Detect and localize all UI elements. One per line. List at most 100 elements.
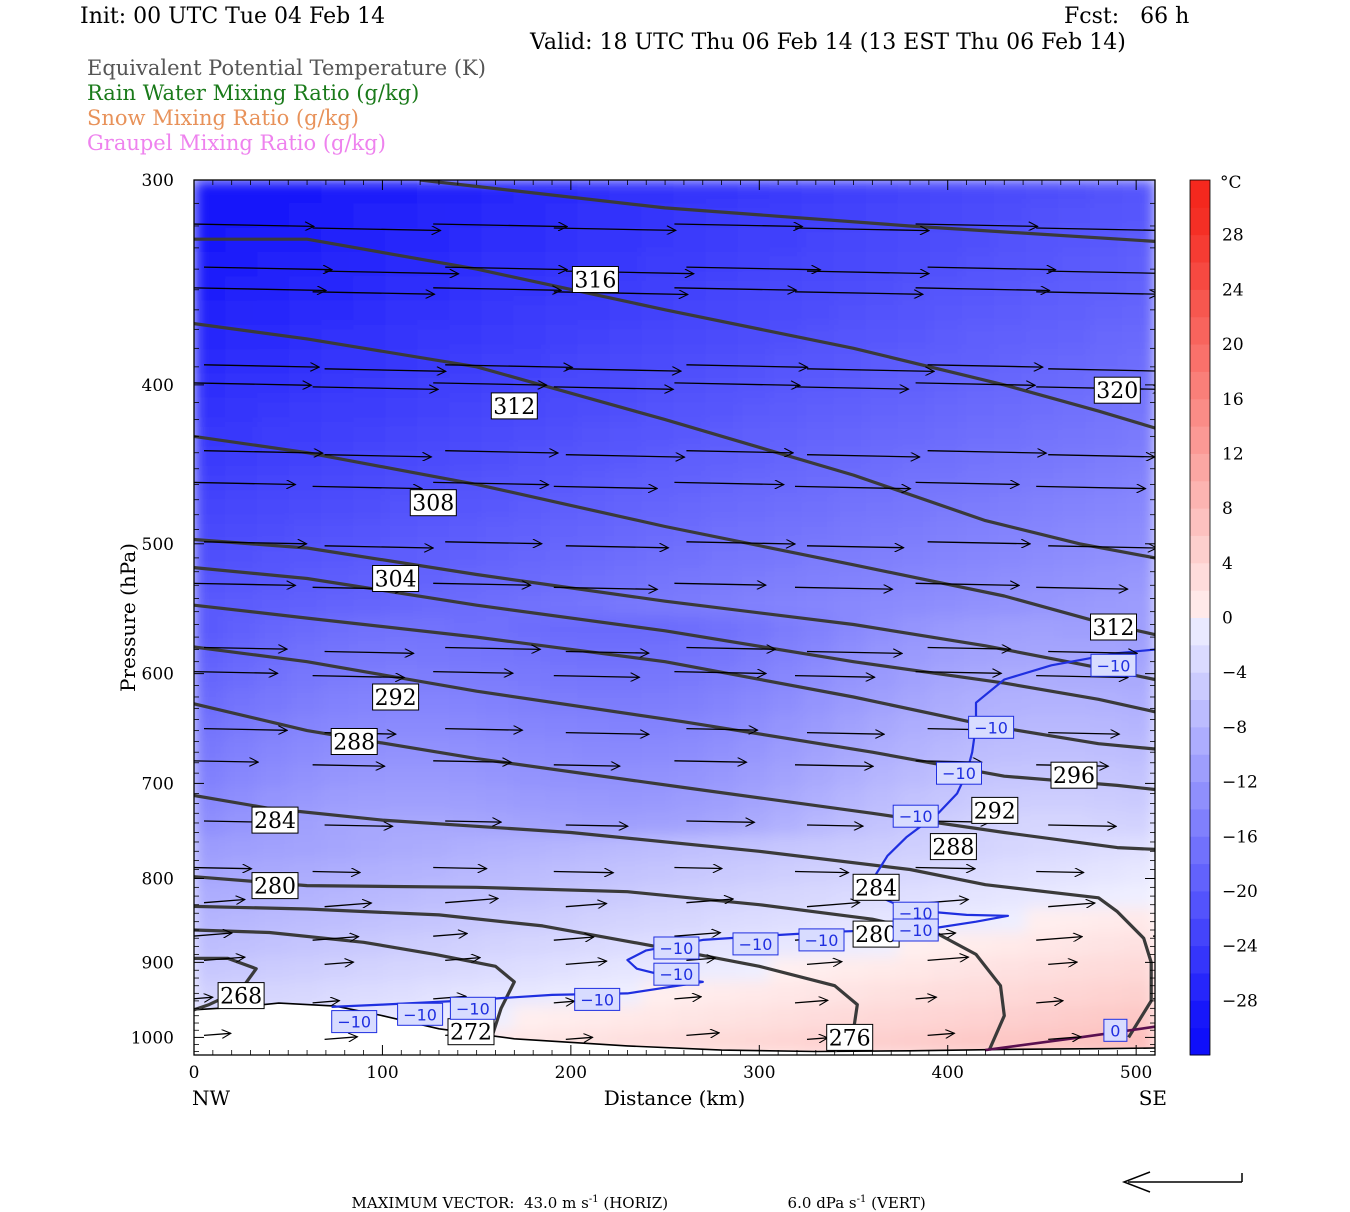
horiz-tag: (HORIZ) [603,1194,669,1212]
shade-cell [929,373,964,400]
shade-cell [321,276,356,303]
shade-cell [1057,349,1092,376]
shade-cell [321,956,356,984]
wind-vector [794,872,849,873]
shade-cell [609,713,644,741]
shade-cell [449,640,484,668]
shade-cell [449,519,484,546]
wind-vector [674,288,796,290]
isotherm-label: −10 [942,764,976,783]
wind-vector [927,451,1047,453]
colorbar-tick-label: 8 [1222,499,1233,519]
shade-cell [737,908,772,935]
shade-cell [737,859,772,886]
shade-cell [833,227,868,254]
theta-e-line-316 [194,237,1155,430]
wind-vector [445,451,558,453]
shade-cell [1025,1005,1060,1032]
vert-tag: (VERT) [871,1194,926,1212]
shade-cell [1057,227,1092,254]
wind-vector [553,228,676,230]
shade-cell [801,180,836,206]
shade-cell [897,519,932,546]
theta-e-label-box [1050,761,1098,789]
shade-cell [705,689,740,716]
shade-cell [194,835,228,862]
shade-cell [929,543,964,570]
wind-vector [445,365,572,368]
shade-cell [1057,494,1092,522]
theta-e-label: 280 [855,923,897,948]
shade-cell [1025,397,1060,425]
shade-cell [481,300,516,327]
wind-vector [565,369,681,371]
shade-cell [577,786,612,813]
wind-vector [194,583,296,585]
shade-cell [481,859,516,886]
theta-e-label: 316 [574,269,616,294]
shade-cell [769,738,804,765]
shade-cell [545,956,580,984]
wind-vector [324,962,354,964]
shade-cell [609,519,644,546]
colorbar-bin [1190,289,1210,318]
vert-unit: dPa s [816,1194,857,1212]
shade-cell [194,640,228,668]
wind-vector [674,761,746,762]
shade-cell [609,738,644,765]
shade-cell [961,422,996,449]
shade-cell [1025,446,1060,473]
shade-cell [1025,567,1060,595]
colorbar-bin [1190,644,1210,673]
shade-cell [1025,543,1060,570]
shade-cell [705,640,740,668]
wind-vector [203,900,245,903]
shade-cell [1057,1005,1092,1032]
theta-e-label: 304 [375,568,417,593]
shade-cell [769,397,804,425]
theta-e-label-box [1090,613,1137,641]
shade-cell [641,592,676,619]
wind-vector [1036,228,1155,231]
shade-cell [961,738,996,765]
shade-cell [929,981,964,1008]
wind-vector [203,957,245,960]
shade-cell [961,397,996,425]
shade-cell [513,689,548,716]
shade-cell [609,543,644,570]
wind-vector [794,486,910,488]
colorbar-tick-label: −4 [1222,663,1247,683]
wind-vector [203,451,323,453]
shade-cell [833,300,868,327]
shade-cell [225,373,260,400]
shade-cell [1025,810,1060,838]
shade-cell [481,640,516,668]
shade-cell [481,665,516,692]
shade-cell [321,762,356,789]
shade-cell [1025,494,1060,522]
theta-e-line-300 [194,566,1155,714]
shade-cell [225,494,260,522]
shade-cell [481,324,516,352]
theta-e-label: 288 [932,836,974,861]
colorbar-tick-label: −12 [1222,773,1258,793]
wind-vector [915,482,1019,484]
wind-vector [794,676,875,678]
wind-vector [794,1000,828,1003]
shade-cell [865,276,900,303]
shade-cell [513,251,548,279]
horiz-unit: m s [562,1194,589,1212]
wind-vector [194,383,312,385]
shade-cell [194,932,228,959]
theta-e-label-box [1093,376,1141,404]
shade-cell [929,665,964,692]
wind-vector [433,868,487,869]
shade-cell [513,810,548,838]
shade-cell [513,300,548,327]
colorbar-bin [1190,344,1210,372]
shade-cell [577,713,612,741]
shade-cell [225,397,260,425]
shade-cell [1089,276,1124,303]
shade-cell [769,616,804,643]
